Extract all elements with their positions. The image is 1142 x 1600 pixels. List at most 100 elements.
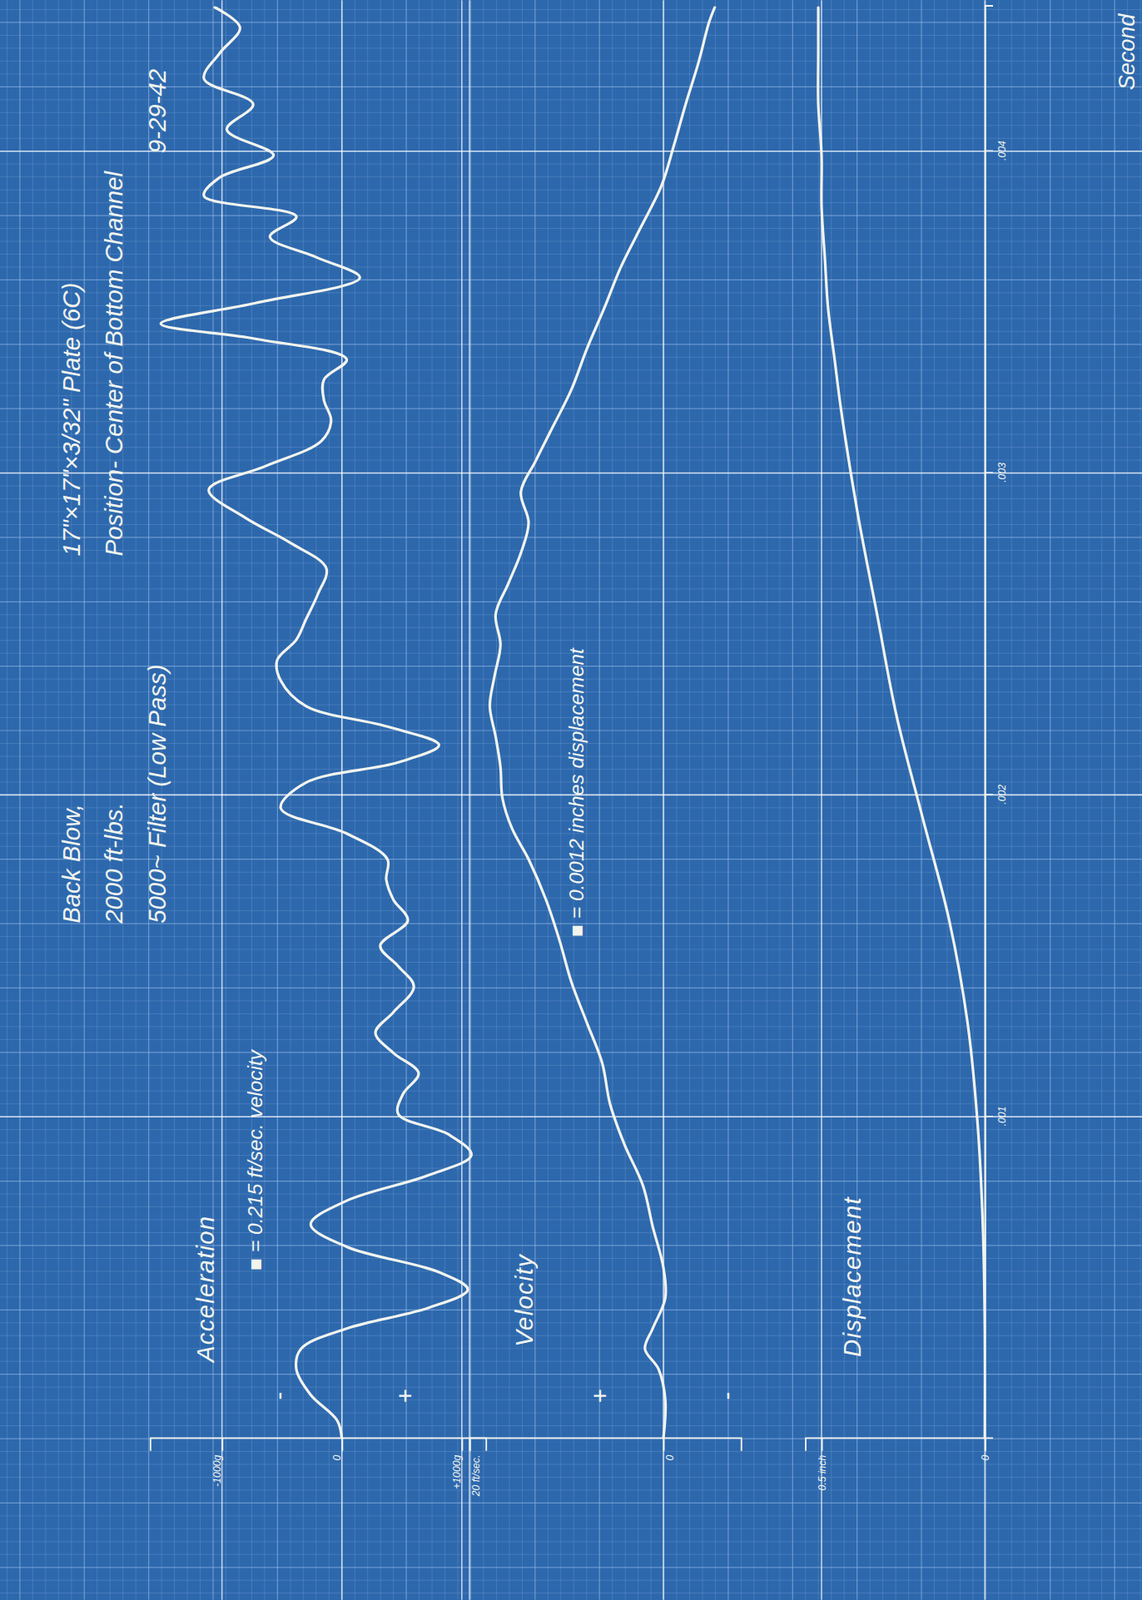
- minor-grid-line: [0, 562, 1142, 564]
- minor-grid-line: [0, 1503, 1142, 1505]
- x-tick: .001: [984, 1107, 1008, 1128]
- minor-grid-line: [0, 382, 1142, 384]
- trace-line: [489, 7, 715, 1440]
- y-tick-mark: [663, 1439, 666, 1452]
- minor-grid-line: [0, 1168, 1142, 1170]
- minor-grid-line: [418, 0, 420, 1600]
- minor-grid-line: [0, 1155, 1142, 1157]
- grid-line: [461, 0, 463, 1600]
- minor-grid-line: [972, 0, 974, 1600]
- y-tick-mark: [469, 1439, 472, 1452]
- y-tick-mark: [221, 1439, 224, 1452]
- minor-grid-line: [534, 0, 536, 1600]
- minor-grid-line: [84, 0, 85, 1600]
- sign-label: +: [585, 1389, 614, 1404]
- minor-grid-line: [328, 0, 330, 1600]
- minor-grid-line: [187, 0, 189, 1600]
- minor-grid-line: [135, 0, 137, 1600]
- axis-line: [150, 1438, 487, 1451]
- minor-grid-line: [405, 0, 407, 1600]
- minor-grid-line: [0, 1400, 1142, 1401]
- minor-grid-line: [676, 0, 678, 1600]
- minor-grid-line: [0, 1232, 1142, 1234]
- minor-grid-line: [0, 1142, 1142, 1144]
- minor-grid-line: [0, 1464, 1142, 1465]
- minor-grid-line: [0, 988, 1142, 989]
- minor-grid-line: [44, 0, 46, 1600]
- y-tick: 0: [664, 1439, 676, 1461]
- minor-grid-line: [0, 176, 1142, 178]
- minor-grid-line: [0, 1181, 1142, 1182]
- minor-grid-line: [560, 0, 562, 1600]
- grid-line: [0, 472, 1142, 475]
- data-layer: [160, 7, 985, 1440]
- minor-grid-line: [1114, 0, 1116, 1600]
- minor-grid-line: [1062, 0, 1064, 1600]
- y-tick-label: 0: [979, 1454, 992, 1461]
- minor-grid-line: [1075, 0, 1077, 1600]
- axis-line: [985, 5, 994, 1439]
- minor-grid-line: [663, 0, 665, 1600]
- minor-grid-line: [0, 357, 1142, 358]
- y-tick-label: 20 ft/sec.: [470, 1455, 482, 1499]
- minor-grid-line: [0, 1296, 1142, 1298]
- minor-grid-line: [0, 343, 1142, 345]
- x-tick-label: .004: [996, 140, 1008, 161]
- y-tick-mark: [984, 1439, 987, 1452]
- minor-grid-line: [0, 228, 1142, 229]
- minor-grid-line: [0, 1245, 1142, 1247]
- minor-grid-line: [0, 1335, 1142, 1337]
- minor-grid-line: [0, 1103, 1142, 1105]
- minor-grid-line: [32, 0, 34, 1600]
- minor-grid-line: [0, 1013, 1142, 1015]
- minor-grid-line: [392, 0, 394, 1600]
- x-tick-mark: [984, 471, 994, 473]
- minor-grid-line: [0, 73, 1142, 75]
- minor-grid-line: [289, 0, 291, 1600]
- x-tick: .003: [984, 462, 1008, 483]
- minor-grid-line: [431, 0, 433, 1600]
- minor-grid-line: [0, 1374, 1142, 1376]
- minor-grid-line: [0, 369, 1142, 371]
- scale-note: ■ = 0.0012 inches displacement: [565, 647, 588, 938]
- grid-line: [662, 0, 665, 1600]
- minor-grid-line: [856, 0, 858, 1600]
- series-group: [160, 7, 472, 1440]
- grid-line: [341, 0, 343, 1600]
- x-tick: .002: [984, 784, 1008, 805]
- minor-grid-line: [933, 0, 935, 1600]
- minor-grid-line: [0, 9, 1142, 10]
- minor-grid-line: [0, 536, 1142, 538]
- minor-grid-line: [482, 0, 484, 1600]
- x-axis: .001 .002 .003 .004: [984, 5, 1008, 1439]
- minor-grid-line: [0, 279, 1142, 281]
- minor-grid-line: [908, 0, 909, 1600]
- minor-grid-line: [6, 0, 8, 1600]
- y-tick-label: 0: [664, 1454, 676, 1461]
- minor-grid-line: [0, 974, 1142, 976]
- y-tick-label: 0.5 inch: [816, 1454, 829, 1491]
- minor-grid-line: [0, 1489, 1142, 1491]
- minor-grid-line: [251, 0, 253, 1600]
- minor-grid-line: [830, 0, 832, 1600]
- minor-grid-line: [0, 1361, 1142, 1363]
- x-tick-mark: [984, 149, 994, 151]
- y-tick: 0: [979, 1439, 992, 1461]
- x-tick-label: .003: [996, 462, 1008, 483]
- header-text: 2000 ft-lbs.: [99, 802, 128, 924]
- minor-grid-line: [1101, 0, 1103, 1600]
- minor-grid-line: [173, 0, 175, 1600]
- minor-grid-line: [0, 1541, 1142, 1543]
- panel-title: Displacement: [838, 1196, 866, 1357]
- minor-grid-line: [0, 112, 1142, 114]
- grid-line: [820, 0, 823, 1600]
- minor-grid-line: [0, 86, 1142, 88]
- minor-grid-line: [895, 0, 897, 1600]
- minor-grid-line: [0, 1129, 1142, 1131]
- minor-grid-line: [0, 421, 1142, 423]
- minor-grid-line: [0, 486, 1142, 487]
- minor-grid-line: [0, 1310, 1142, 1311]
- x-axis-title: Second: [1114, 13, 1140, 90]
- minor-grid-line: [818, 0, 820, 1600]
- minor-grid-line: [0, 1271, 1142, 1272]
